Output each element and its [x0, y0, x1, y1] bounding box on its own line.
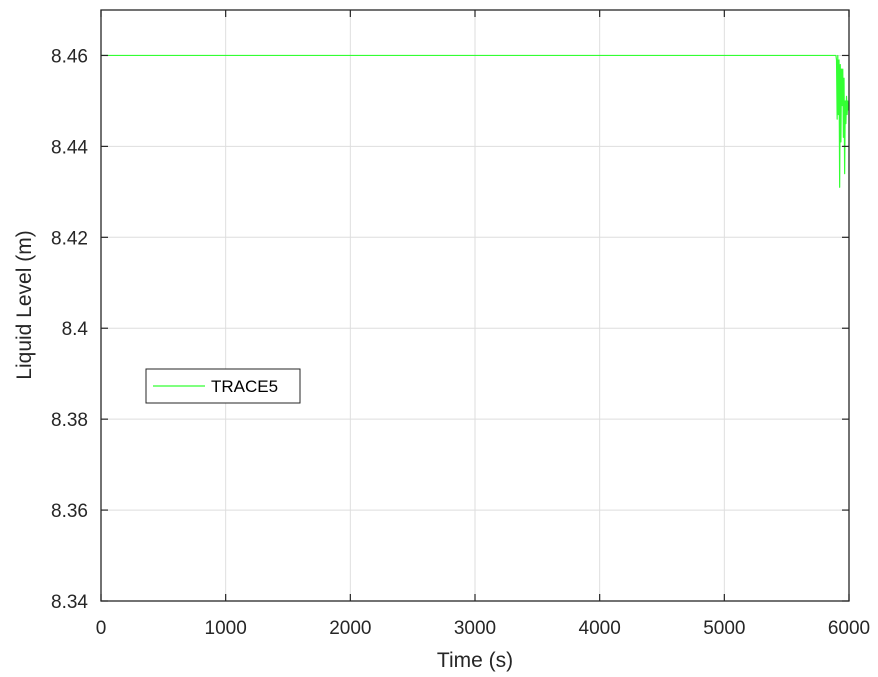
x-tick-label: 6000 [828, 618, 870, 639]
y-tick-label: 8.36 [51, 501, 88, 522]
legend: TRACE5 [145, 368, 301, 404]
x-tick-label: 0 [96, 618, 107, 639]
x-tick-label: 1000 [205, 618, 247, 639]
x-tick-label: 5000 [703, 618, 745, 639]
y-tick-label: 8.34 [51, 592, 88, 613]
y-axis-title: Liquid Level (m) [13, 230, 36, 379]
series-line-trace5 [101, 54, 850, 188]
series-layer [101, 54, 850, 188]
y-tick-label: 8.44 [51, 137, 88, 158]
y-tick-label: 8.42 [51, 228, 88, 249]
y-tick-labels: 8.34 8.36 8.38 8.4 8.42 8.44 8.46 [51, 46, 88, 613]
y-tick-label: 8.46 [51, 46, 88, 67]
x-axis-title: Time (s) [437, 649, 513, 672]
x-tick-label: 2000 [329, 618, 371, 639]
x-tick-labels: 0 1000 2000 3000 4000 5000 6000 [96, 618, 870, 639]
x-tick-label: 3000 [454, 618, 496, 639]
x-tick-label: 4000 [579, 618, 621, 639]
ticks [100, 10, 850, 602]
y-tick-label: 8.4 [62, 319, 89, 340]
y-tick-label: 8.38 [51, 410, 88, 431]
legend-label-trace5: TRACE5 [211, 377, 278, 396]
